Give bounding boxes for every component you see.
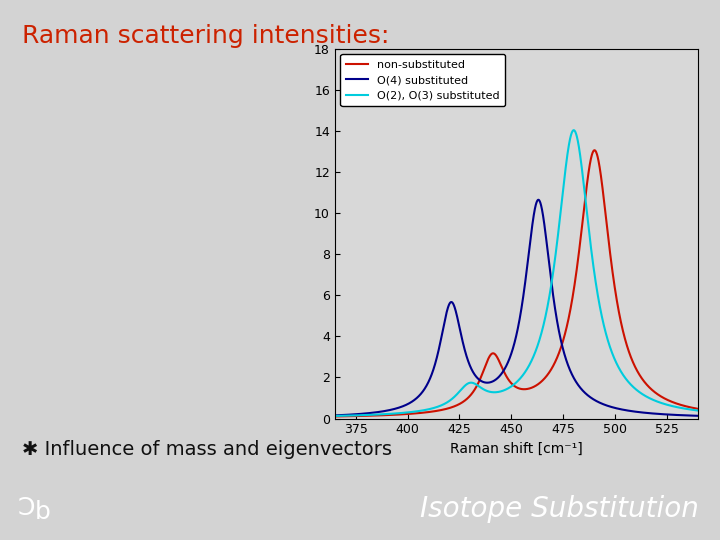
Legend: non-substituted, O(4) substituted, O(2), O(3) substituted: non-substituted, O(4) substituted, O(2),… — [341, 54, 505, 106]
Text: b: b — [35, 500, 50, 524]
Text: Raman scattering intensities:: Raman scattering intensities: — [22, 24, 389, 48]
Text: Isotope Substitution: Isotope Substitution — [420, 495, 698, 523]
Text: ✱ Influence of mass and eigenvectors: ✱ Influence of mass and eigenvectors — [22, 440, 392, 459]
X-axis label: Raman shift [cm⁻¹]: Raman shift [cm⁻¹] — [450, 442, 583, 456]
Text: Ɔ: Ɔ — [18, 496, 35, 519]
